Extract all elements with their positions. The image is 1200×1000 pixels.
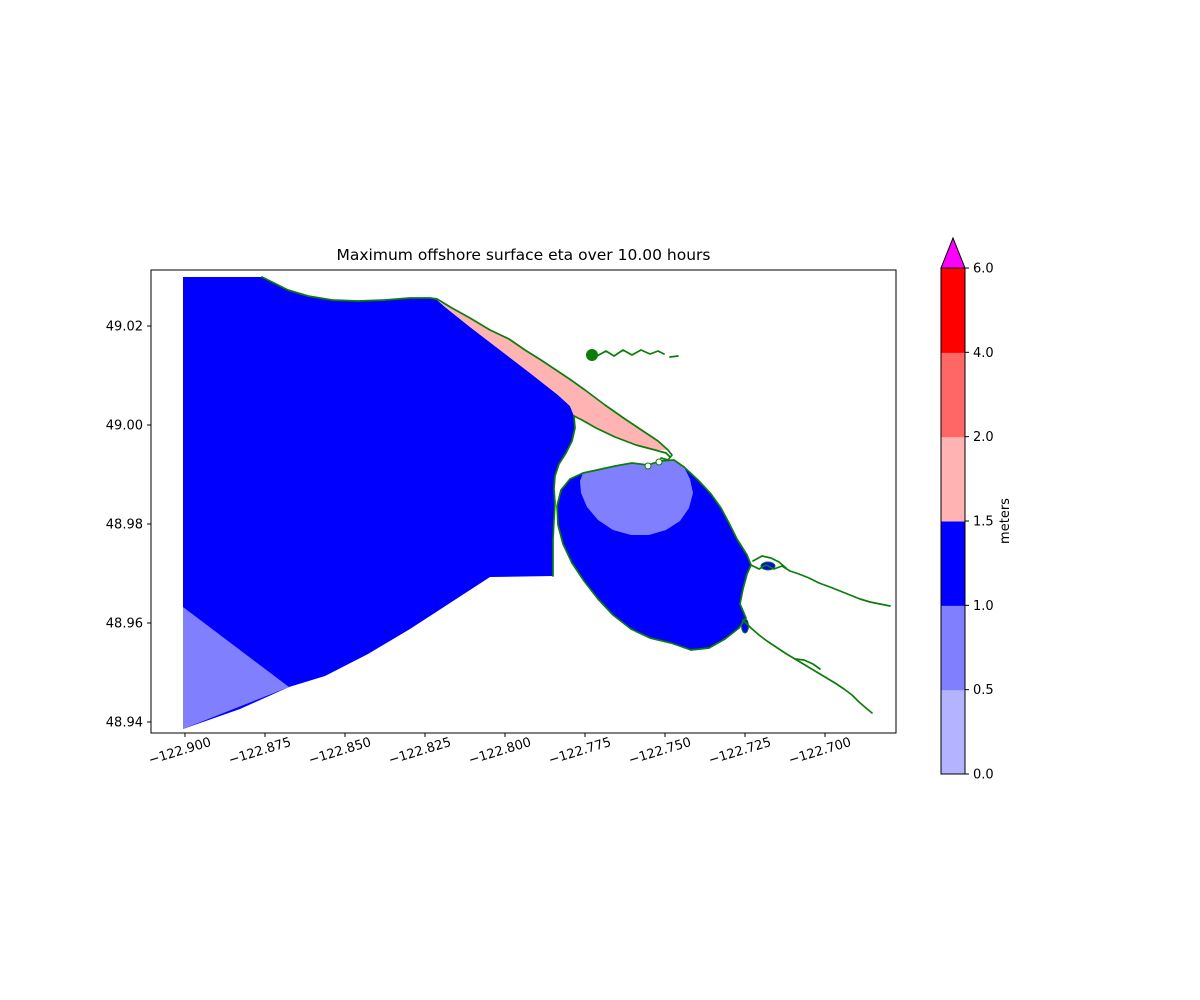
coastline-birch-bay-coast	[436, 298, 673, 461]
plot-title: Maximum offshore surface eta over 10.00 …	[337, 246, 711, 264]
x-tick-label: −122.700	[787, 735, 853, 768]
coastline-north-shore	[261, 276, 438, 302]
colorbar-tick-label: 0.0	[973, 768, 994, 783]
colorbar-segment-0	[941, 689, 965, 775]
lagoon-blob-0	[586, 349, 598, 361]
x-tick-label: −122.750	[627, 735, 693, 768]
coastline-harbor-north-east-shore	[596, 459, 752, 651]
y-tick-label: 49.02	[106, 320, 143, 335]
coastline-offshore-east-shore	[552, 415, 576, 577]
y-tick-label: 48.96	[106, 616, 143, 631]
coastline-blaine-creek-east	[669, 355, 679, 358]
colorbar-segment-1	[941, 605, 965, 691]
colorbar-tick-label: 2.0	[973, 430, 994, 445]
x-tick-label: −122.725	[707, 735, 773, 768]
region-offshore-eta-1.0-1.5	[183, 277, 575, 729]
colorbar-over-arrow	[940, 236, 966, 269]
region-birch-bay-shore-eta-1.5-2.0	[437, 299, 668, 450]
plot-frame	[150, 269, 897, 734]
x-tick-label: −122.775	[547, 735, 613, 768]
x-tick-label: −122.850	[307, 735, 373, 768]
colorbar-segment-3	[941, 436, 965, 522]
coastline-harbor-west-shore	[556, 469, 692, 651]
y-tick-label: 49.00	[106, 418, 143, 433]
y-tick-label: 48.98	[106, 517, 143, 532]
coastline-river-northeast	[750, 564, 891, 607]
colorbar-label: meters	[998, 498, 1013, 544]
coastline-river-southeast	[742, 619, 873, 714]
x-tick-label: −122.900	[147, 735, 213, 768]
islet-0	[644, 462, 652, 470]
colorbar-tick-label: 1.5	[973, 515, 994, 530]
colorbar-tick-label: 0.5	[973, 683, 994, 698]
islet-1	[655, 458, 663, 466]
coastline-blaine-creek	[596, 349, 665, 357]
colorbar-tick-label: 1.0	[973, 599, 994, 614]
colorbar-segment-5	[941, 268, 965, 353]
x-tick-label: −122.875	[227, 735, 293, 768]
colorbar-segment-4	[941, 352, 965, 438]
colorbar-segment-2	[941, 521, 965, 606]
x-tick-label: −122.800	[467, 735, 533, 768]
y-tick-label: 48.94	[106, 715, 143, 730]
coastline-river-northeast-bank	[752, 555, 787, 569]
region-southwest-corner-eta-0.5-1.0	[183, 607, 289, 729]
map-layer	[183, 276, 891, 729]
region-drayton-harbor-north-eta-0.5-1.0	[580, 460, 693, 535]
coastline-spit-north-shore	[573, 415, 671, 458]
colorbar-tick-label: 4.0	[973, 346, 994, 361]
colorbar-tick-label: 6.0	[973, 262, 994, 277]
coastline-river-southeast-branch	[794, 658, 821, 670]
x-tick-label: −122.825	[387, 735, 453, 768]
